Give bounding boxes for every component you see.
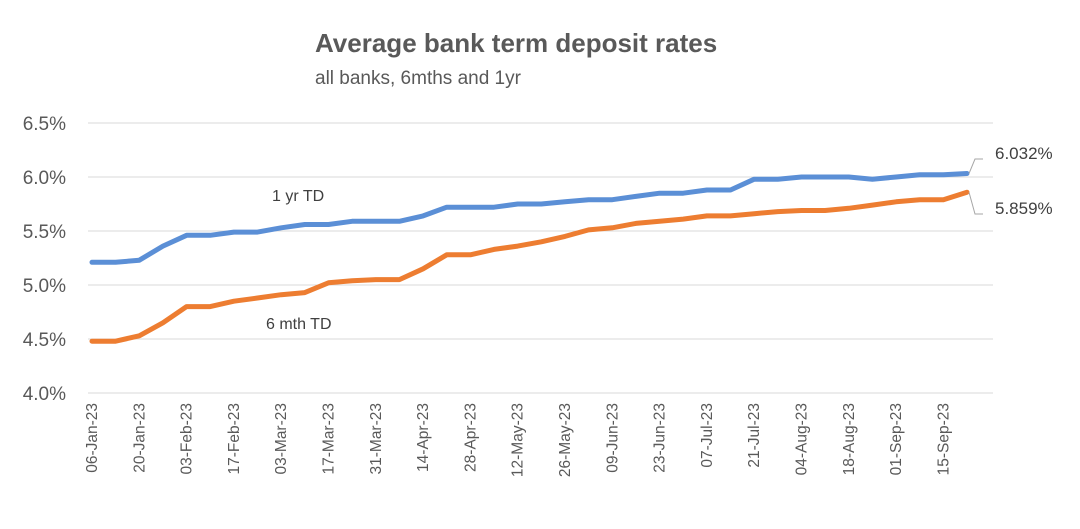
y-tick-label: 4.0% [23,384,66,405]
series-line-1yr [89,171,970,265]
x-tick-label: 28-Apr-23 [462,403,479,472]
y-tick-label: 6.0% [23,168,66,189]
series-line-6mth [89,189,970,344]
x-tick-label: 17-Mar-23 [320,403,337,475]
y-tick-label: 5.5% [23,222,66,243]
series-label-1yr: 1 yr TD [272,188,324,205]
x-tick-label: 12-May-23 [510,403,527,477]
series-layer [89,171,970,344]
x-tick-label: 18-Aug-23 [841,403,858,475]
x-axis: 06-Jan-23 20-Jan-23 03-Feb-23 17-Feb-23 03-M… [84,403,952,477]
x-tick-label: 21-Jul-23 [746,403,763,468]
x-tick-label: 09-Jun-23 [604,403,621,473]
x-tick-label: 07-Jul-23 [699,403,716,468]
end-value-label: 5.859% [995,199,1053,218]
y-tick-label: 4.5% [23,330,66,351]
leader-line [968,158,983,174]
end-labels: 6.032% 5.859% [968,144,1053,218]
chart-title: Average bank term deposit rates [315,28,717,58]
x-tick-label: 26-May-23 [557,403,574,477]
chart-subtitle: all banks, 6mths and 1yr [315,68,522,89]
x-tick-label: 20-Jan-23 [131,403,148,473]
end-value-label: 6.032% [995,144,1053,163]
y-tick-label: 6.5% [23,114,66,135]
x-tick-label: 17-Feb-23 [226,403,243,475]
x-tick-label: 06-Jan-23 [84,403,101,473]
x-tick-label: 15-Sep-23 [935,403,952,475]
y-tick-label: 5.0% [23,276,66,297]
x-tick-label: 23-Jun-23 [652,403,669,473]
x-tick-label: 04-Aug-23 [793,403,810,475]
grid-layer [88,122,993,394]
x-tick-label: 14-Apr-23 [415,403,432,472]
x-tick-label: 03-Mar-23 [273,403,290,475]
x-tick-label: 01-Sep-23 [888,403,905,475]
x-tick-label: 31-Mar-23 [368,403,385,475]
x-tick-label: 03-Feb-23 [179,403,196,475]
series-label-6mth: 6 mth TD [266,316,332,333]
y-axis: 6.5% 6.0% 5.5% 5.0% 4.5% 4.0% [23,114,66,405]
leader-line [968,192,983,215]
